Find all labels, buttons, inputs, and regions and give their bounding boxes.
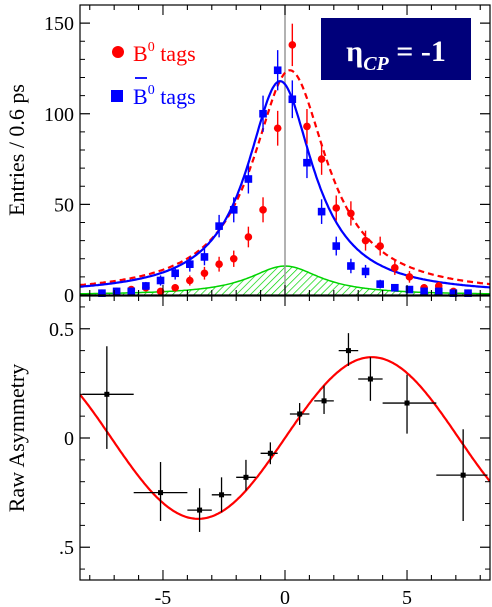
- data-point-b0bar: [405, 285, 414, 294]
- asymmetry-point: [197, 507, 203, 513]
- data-point-b0bar: [332, 242, 341, 250]
- data-point-b0: [229, 254, 238, 263]
- data-point-b0bar: [244, 175, 253, 183]
- data-point-b0: [288, 41, 297, 49]
- data-point-b0bar: [171, 269, 179, 278]
- fit-curve-b0: [80, 69, 490, 287]
- data-point-b0: [317, 155, 326, 163]
- data-point-b0bar: [98, 289, 106, 297]
- data-point-b0: [303, 122, 311, 131]
- top-y-axis-label: Entries / 0.6 ps: [4, 84, 29, 216]
- legend-marker-square: [111, 90, 123, 102]
- data-point-b0bar: [186, 260, 194, 268]
- asymmetry-point: [243, 474, 249, 480]
- data-points: [98, 23, 472, 297]
- data-point-b0: [186, 276, 194, 285]
- bottom-y-axis-label: Raw Asymmetry: [4, 364, 29, 513]
- data-point-b0bar: [361, 267, 370, 276]
- legend-entry-b0bar: B0 tags: [111, 77, 196, 109]
- legend-label-b0bar: B0 tags: [133, 83, 196, 109]
- legend-entry-b0: B0 tags: [112, 40, 196, 66]
- data-point-b0bar: [259, 109, 267, 118]
- y-tick-label: .5: [59, 537, 74, 559]
- asymmetry-point: [404, 400, 410, 406]
- data-point-b0: [361, 236, 370, 245]
- asymmetry-point: [321, 398, 327, 404]
- data-point-b0bar: [229, 206, 238, 214]
- asymmetry-point: [267, 450, 273, 456]
- data-point-b0: [200, 269, 209, 278]
- asymmetry-point: [460, 472, 466, 478]
- asymmetry-data-points: [82, 333, 488, 532]
- x-tick-label: 0: [280, 587, 290, 607]
- data-point-b0bar: [215, 222, 223, 230]
- y-tick-label: 0: [64, 285, 74, 307]
- data-point-b0: [215, 260, 223, 268]
- data-point-b0bar: [200, 253, 209, 261]
- bottom-x-tick-labels: -5 0 5: [155, 587, 412, 607]
- data-point-b0: [376, 242, 384, 250]
- data-point-b0bar: [347, 262, 355, 270]
- asymmetry-fit: [80, 356, 490, 520]
- x-tick-label: -5: [155, 587, 172, 607]
- legend: B0 tags B0 tags: [111, 40, 196, 109]
- y-tick-label: 100: [44, 104, 74, 126]
- asymmetry-point: [297, 411, 303, 417]
- data-point-b0bar: [303, 158, 311, 167]
- x-tick-label: 5: [402, 587, 412, 607]
- data-point-b0bar: [391, 283, 399, 292]
- fit-curves: [80, 69, 490, 289]
- data-point-b0: [347, 209, 355, 218]
- data-point-b0bar: [288, 95, 297, 104]
- top-panel: 0 50 100 150 Entries / 0.6 ps B0 tags B0 ta…: [4, 4, 491, 307]
- badge-background: [321, 18, 471, 80]
- data-point-b0: [171, 283, 179, 292]
- data-point-b0bar: [317, 207, 326, 216]
- data-point-b0bar: [273, 66, 282, 75]
- asymmetry-point: [158, 490, 164, 496]
- data-point-b0: [273, 124, 282, 133]
- asymmetry-point: [219, 492, 225, 498]
- data-point-b0: [259, 206, 267, 214]
- data-point-b0: [391, 264, 399, 272]
- asymmetry-point: [345, 348, 351, 354]
- data-point-b0: [332, 204, 341, 212]
- bottom-panel: .5 0 0.5 -5 0 5 Raw Asymmetry: [4, 295, 491, 607]
- data-point-b0bar: [434, 287, 443, 296]
- legend-label-b0: B0 tags: [133, 40, 196, 66]
- data-point-b0bar: [156, 276, 165, 285]
- eta-cp-badge: ηCP = -1: [321, 18, 471, 80]
- data-point-b0bar: [112, 287, 121, 296]
- data-point-b0bar: [449, 289, 458, 297]
- data-point-b0bar: [464, 289, 472, 297]
- data-point-b0: [405, 273, 414, 281]
- top-axis-ticks: [80, 5, 490, 296]
- top-y-tick-labels: 0 50 100 150: [44, 13, 74, 307]
- data-point-b0bar: [420, 287, 428, 296]
- y-tick-label: 0: [64, 428, 74, 450]
- data-point-b0bar: [142, 282, 150, 290]
- bottom-axis-ticks: [80, 296, 490, 580]
- asymmetry-fit-curve: [80, 356, 490, 520]
- badge-label: ηCP = -1: [346, 35, 446, 75]
- legend-marker-circle: [112, 46, 124, 58]
- y-tick-label: 0.5: [49, 319, 74, 341]
- bottom-y-tick-labels: .5 0 0.5: [49, 319, 74, 559]
- asymmetry-point: [367, 376, 373, 382]
- fit-curve-b0bar: [80, 80, 490, 289]
- data-point-b0: [244, 233, 253, 241]
- y-tick-label: 150: [44, 13, 74, 35]
- data-point-b0bar: [127, 287, 136, 296]
- y-tick-label: 50: [54, 194, 74, 216]
- asymmetry-point: [104, 391, 110, 397]
- data-point-b0bar: [376, 280, 384, 288]
